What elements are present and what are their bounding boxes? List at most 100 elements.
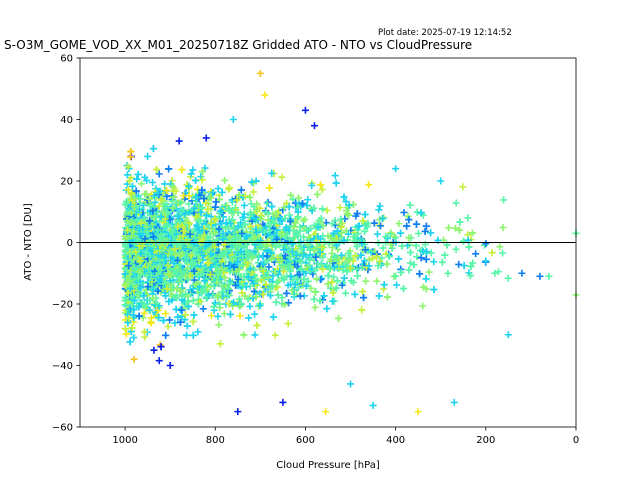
data-point-3956	[155, 314, 163, 322]
y-tick-label: 40	[60, 115, 73, 126]
data-point-3169	[225, 234, 233, 242]
data-point-2762	[321, 238, 329, 246]
data-point-4053	[427, 229, 435, 237]
data-point-3978	[168, 228, 176, 236]
scatter-points	[121, 69, 580, 416]
data-point-3818	[157, 343, 165, 351]
data-point-661	[240, 201, 248, 209]
data-point-4112	[214, 291, 222, 299]
data-point-548	[430, 258, 438, 266]
data-point-2546	[143, 177, 151, 185]
data-point-560	[392, 272, 400, 280]
data-point-574	[342, 198, 350, 206]
data-point-4090	[233, 196, 241, 204]
data-point-3195	[142, 190, 150, 198]
data-point-2860	[343, 210, 351, 218]
data-point-3542	[173, 285, 181, 293]
data-point-4114	[269, 216, 277, 224]
data-point-4040	[145, 239, 153, 247]
data-point-4103	[154, 189, 162, 197]
data-point-3264	[127, 190, 135, 198]
data-point-2828	[324, 280, 332, 288]
data-point-4048	[172, 294, 180, 302]
data-point-2994	[274, 291, 282, 299]
data-point-3617	[303, 226, 311, 234]
data-point-273	[150, 346, 158, 354]
data-point-4123	[131, 296, 139, 304]
data-point-2811	[345, 211, 353, 219]
data-point-2817	[198, 289, 206, 297]
data-point-691	[373, 277, 381, 285]
data-point-2644	[344, 230, 352, 238]
data-point-2661	[124, 186, 132, 194]
data-point-3980	[406, 201, 414, 209]
data-point-4061	[185, 234, 193, 242]
data-point-3578	[165, 298, 173, 306]
data-point-3994	[189, 297, 197, 305]
data-point-282	[215, 321, 223, 329]
data-point-2604	[137, 180, 145, 188]
data-point-4179	[344, 249, 352, 257]
y-axis-label: ATO - NTO [DU]	[23, 203, 34, 281]
data-point-2897	[320, 292, 328, 300]
data-point-2553	[336, 220, 344, 228]
data-point-3526	[140, 215, 148, 223]
data-point-533	[330, 273, 338, 281]
data-point-3709	[412, 220, 420, 228]
data-point-115	[499, 224, 507, 232]
data-point-3281	[167, 286, 175, 294]
data-point-4034	[253, 200, 261, 208]
data-point-4102	[345, 256, 353, 264]
data-point-4051	[251, 233, 259, 241]
data-point-3815	[239, 261, 247, 268]
data-point-2873	[361, 211, 369, 219]
data-point-3908	[162, 331, 170, 339]
data-point-4052	[249, 251, 257, 259]
data-point-3480	[385, 253, 393, 261]
data-point-3864	[124, 162, 132, 170]
data-point-2646	[168, 177, 176, 185]
data-point-3751	[124, 319, 132, 327]
data-point-4145	[121, 270, 129, 278]
data-point-707	[469, 259, 477, 267]
data-point-2631	[335, 265, 343, 273]
data-point-717	[246, 302, 254, 310]
data-point-927	[262, 281, 270, 289]
data-point-128	[413, 253, 421, 261]
data-point-3642	[162, 238, 170, 246]
data-point-3975	[295, 239, 303, 247]
chart-title: S-O3M_GOME_VOD_XX_M01_20250718Z Gridded …	[4, 38, 472, 52]
data-point-3836	[193, 266, 201, 274]
data-point-3418	[314, 223, 322, 231]
data-point-189	[379, 244, 387, 252]
data-point-4184	[207, 250, 215, 258]
data-point-3928	[314, 233, 322, 241]
data-point-3944	[270, 231, 278, 239]
data-point-3340	[295, 194, 303, 202]
data-point-4165	[124, 277, 132, 285]
data-point-3949	[383, 293, 391, 301]
data-point-2805	[376, 257, 384, 265]
data-point-4130	[130, 228, 138, 236]
data-point-2816	[388, 244, 396, 252]
data-point-4119	[141, 235, 149, 243]
data-point-4227	[545, 272, 553, 280]
data-point-252	[323, 206, 331, 214]
data-point-3691	[300, 275, 308, 283]
data-point-4030	[223, 247, 231, 255]
data-point-3770	[417, 254, 425, 262]
data-point-2908	[329, 297, 337, 305]
data-point-3222	[278, 274, 286, 282]
data-point-550	[377, 222, 385, 230]
data-point-2793	[380, 281, 388, 289]
data-point-3018	[162, 310, 170, 318]
data-point-3720	[179, 206, 187, 214]
data-point-2590	[415, 230, 423, 238]
data-point-3941	[215, 225, 223, 233]
data-point-3722	[211, 229, 219, 237]
data-point-3754	[137, 257, 145, 265]
data-point-3589	[185, 208, 193, 216]
data-point-3728	[291, 261, 299, 269]
data-point-3735	[248, 178, 256, 186]
data-point-66	[334, 246, 342, 254]
